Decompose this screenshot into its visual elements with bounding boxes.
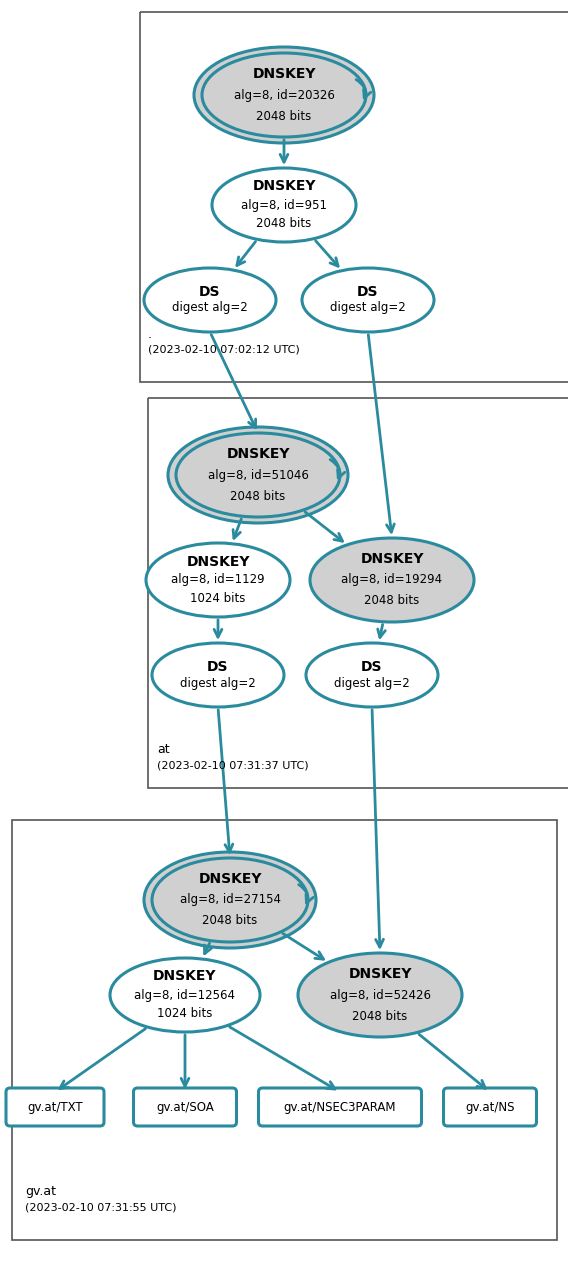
Ellipse shape <box>302 268 434 332</box>
Ellipse shape <box>110 958 260 1033</box>
Text: DNSKEY: DNSKEY <box>348 967 412 982</box>
Text: alg=8, id=27154: alg=8, id=27154 <box>179 893 281 906</box>
Text: alg=8, id=52426: alg=8, id=52426 <box>329 988 431 1002</box>
Ellipse shape <box>212 167 356 242</box>
Text: alg=8, id=1129: alg=8, id=1129 <box>171 574 265 587</box>
Text: digest alg=2: digest alg=2 <box>180 676 256 690</box>
FancyArrowPatch shape <box>299 884 313 904</box>
Bar <box>140 12 568 382</box>
Text: DS: DS <box>357 285 379 299</box>
Ellipse shape <box>194 47 374 143</box>
Text: alg=8, id=51046: alg=8, id=51046 <box>207 469 308 482</box>
Text: 2048 bits: 2048 bits <box>256 217 312 230</box>
Text: alg=8, id=20326: alg=8, id=20326 <box>233 88 335 101</box>
FancyBboxPatch shape <box>133 1088 236 1126</box>
Text: DNSKEY: DNSKEY <box>360 552 424 566</box>
Ellipse shape <box>152 858 308 942</box>
Text: gv.at/SOA: gv.at/SOA <box>156 1100 214 1113</box>
Text: (2023-02-10 07:31:55 UTC): (2023-02-10 07:31:55 UTC) <box>25 1203 177 1213</box>
Text: digest alg=2: digest alg=2 <box>334 676 410 690</box>
Text: gv.at: gv.at <box>25 1185 56 1197</box>
Bar <box>12 820 557 1240</box>
Text: DNSKEY: DNSKEY <box>153 970 217 984</box>
Text: digest alg=2: digest alg=2 <box>172 302 248 314</box>
Text: 2048 bits: 2048 bits <box>352 1010 408 1022</box>
Text: alg=8, id=12564: alg=8, id=12564 <box>135 988 236 1002</box>
Text: DS: DS <box>199 285 221 299</box>
Ellipse shape <box>310 538 474 622</box>
Ellipse shape <box>202 52 366 137</box>
Text: digest alg=2: digest alg=2 <box>330 302 406 314</box>
Ellipse shape <box>168 427 348 523</box>
Text: DNSKEY: DNSKEY <box>198 872 262 886</box>
Text: 2048 bits: 2048 bits <box>365 594 420 607</box>
Text: (2023-02-10 07:02:12 UTC): (2023-02-10 07:02:12 UTC) <box>148 344 300 354</box>
FancyBboxPatch shape <box>6 1088 104 1126</box>
FancyBboxPatch shape <box>444 1088 537 1126</box>
Bar <box>148 397 568 789</box>
Text: alg=8, id=19294: alg=8, id=19294 <box>341 574 442 587</box>
Text: 2048 bits: 2048 bits <box>256 110 312 123</box>
Ellipse shape <box>176 433 340 518</box>
Ellipse shape <box>146 543 290 617</box>
Text: 1024 bits: 1024 bits <box>190 592 246 604</box>
Text: DNSKEY: DNSKEY <box>186 555 250 569</box>
Text: gv.at/NS: gv.at/NS <box>465 1100 515 1113</box>
FancyBboxPatch shape <box>258 1088 421 1126</box>
Ellipse shape <box>144 268 276 332</box>
Text: at: at <box>157 743 170 757</box>
Text: 2048 bits: 2048 bits <box>202 915 258 928</box>
Text: alg=8, id=951: alg=8, id=951 <box>241 198 327 211</box>
FancyArrowPatch shape <box>356 79 371 98</box>
FancyArrowPatch shape <box>330 460 345 478</box>
Text: (2023-02-10 07:31:37 UTC): (2023-02-10 07:31:37 UTC) <box>157 760 308 771</box>
Text: gv.at/TXT: gv.at/TXT <box>27 1100 83 1113</box>
Text: .: . <box>148 328 152 341</box>
Text: DS: DS <box>361 659 383 674</box>
Text: DNSKEY: DNSKEY <box>226 447 290 461</box>
Ellipse shape <box>298 953 462 1036</box>
Text: DS: DS <box>207 659 229 674</box>
Text: DNSKEY: DNSKEY <box>252 179 316 193</box>
Text: 2048 bits: 2048 bits <box>231 489 286 502</box>
Ellipse shape <box>306 643 438 707</box>
Ellipse shape <box>144 852 316 948</box>
Text: 1024 bits: 1024 bits <box>157 1007 212 1020</box>
Text: DNSKEY: DNSKEY <box>252 66 316 81</box>
Text: gv.at/NSEC3PARAM: gv.at/NSEC3PARAM <box>284 1100 396 1113</box>
Ellipse shape <box>152 643 284 707</box>
